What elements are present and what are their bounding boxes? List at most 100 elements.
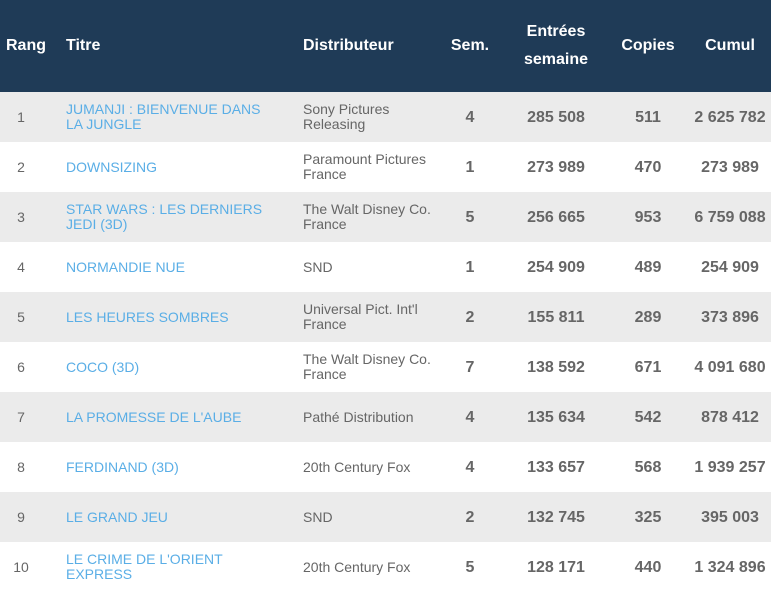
cell-rang: 4 [17, 258, 25, 275]
table-row: 4 NORMANDIE NUE SND 1 254 909 489 254 909 [0, 242, 771, 292]
distributor-line1: SND [303, 258, 333, 275]
cell-entrees: 132 745 [527, 508, 585, 526]
cell-copies: 489 [634, 258, 662, 276]
table-row: 10 LE CRIME DE L'ORIENT EXPRESS 20th Centur… [0, 542, 771, 592]
table-row: 2 DOWNSIZING Paramount Pictures France 1 273 … [0, 142, 771, 192]
cell-distributeur: The Walt Disney Co. France [283, 192, 435, 242]
header-cumul: Cumul [705, 37, 755, 54]
cell-rang: 5 [17, 308, 25, 325]
movie-title-link[interactable]: COCO (3D) [66, 359, 139, 375]
cell-entrees: 138 592 [527, 358, 585, 376]
movie-title-line1: STAR WARS : LES DERNIERS [66, 201, 263, 217]
cell-cumul: 6 759 088 [694, 208, 766, 226]
cell-rang: 1 [17, 108, 25, 125]
cell-copies: 470 [634, 158, 662, 176]
table-row: 1 JUMANJI : BIENVENUE DANS LA JUNGLE Sony P… [0, 92, 771, 142]
cell-distributeur: Universal Pict. Int'l France [283, 292, 435, 342]
table-row: 3 STAR WARS : LES DERNIERS JEDI (3D) The Wa… [0, 192, 771, 242]
movie-title-link[interactable]: LA PROMESSE DE L'AUBE [66, 409, 241, 425]
header-entrees-line1: Entrées [526, 23, 586, 40]
cell-titre: DOWNSIZING [60, 142, 283, 192]
cell-titre: LES HEURES SOMBRES [60, 292, 283, 342]
cell-cumul: 2 625 782 [694, 108, 766, 126]
distributor-line2: France [303, 316, 347, 332]
movie-title-line2: LA JUNGLE [66, 116, 142, 132]
cell-distributeur: 20th Century Fox [283, 542, 435, 592]
cell-copies: 568 [634, 458, 662, 476]
cell-rang: 7 [17, 408, 25, 425]
header-entrees: Entrées semaine [505, 0, 607, 92]
cell-entrees: 254 909 [527, 258, 585, 276]
header-rang: Rang [6, 37, 46, 54]
distributor-line1: The Walt Disney Co. [303, 351, 431, 367]
cell-titre: LA PROMESSE DE L'AUBE [60, 392, 283, 442]
distributor-line1: Sony Pictures [303, 101, 390, 117]
cell-entrees: 135 634 [527, 408, 585, 426]
cell-titre: LE CRIME DE L'ORIENT EXPRESS [60, 542, 283, 592]
movie-title-line1: LES HEURES SOMBRES [66, 308, 229, 325]
cell-sem: 5 [465, 208, 475, 226]
cell-titre: STAR WARS : LES DERNIERS JEDI (3D) [60, 192, 283, 242]
cell-sem: 4 [465, 108, 475, 126]
cell-titre: JUMANJI : BIENVENUE DANS LA JUNGLE [60, 92, 283, 142]
cell-distributeur: Pathé Distribution [283, 392, 435, 442]
distributor-line1: 20th Century Fox [303, 458, 411, 475]
header-titre: Titre [66, 37, 101, 54]
movie-title-link[interactable]: LE GRAND JEU [66, 509, 168, 525]
movie-title-line1: JUMANJI : BIENVENUE DANS [66, 101, 261, 117]
cell-cumul: 395 003 [701, 508, 759, 526]
movie-title-line2: JEDI (3D) [66, 216, 128, 232]
cell-copies: 511 [635, 108, 661, 126]
distributor-line1: Pathé Distribution [303, 408, 414, 425]
movie-title-line1: LA PROMESSE DE L'AUBE [66, 408, 242, 425]
cell-distributeur: Paramount Pictures France [283, 142, 435, 192]
cell-distributeur: The Walt Disney Co. France [283, 342, 435, 392]
cell-copies: 289 [634, 308, 662, 326]
movie-title-link[interactable]: LE CRIME DE L'ORIENT EXPRESS [66, 551, 223, 582]
header-copies: Copies [621, 37, 675, 54]
cell-cumul: 4 091 680 [694, 358, 766, 376]
cell-copies: 953 [634, 208, 662, 226]
movie-title-line1: COCO (3D) [66, 358, 140, 375]
cell-copies: 325 [634, 508, 662, 526]
header-entrees-line2: semaine [523, 51, 589, 68]
cell-titre: NORMANDIE NUE [60, 242, 283, 292]
cell-distributeur: 20th Century Fox [283, 442, 435, 492]
table-row: 7 LA PROMESSE DE L'AUBE Pathé Distribution… [0, 392, 771, 442]
distributor-line1: SND [303, 508, 333, 525]
cell-sem: 2 [465, 508, 475, 526]
cell-cumul: 373 896 [701, 308, 759, 326]
cell-cumul: 273 989 [701, 158, 759, 176]
movie-title-link[interactable]: LES HEURES SOMBRES [66, 309, 229, 325]
distributor-line2: France [303, 166, 347, 182]
movie-title-link[interactable]: FERDINAND (3D) [66, 459, 179, 475]
movie-title-link[interactable]: STAR WARS : LES DERNIERS JEDI (3D) [66, 201, 262, 232]
movie-title-line2: EXPRESS [66, 566, 133, 582]
cell-sem: 1 [465, 258, 475, 276]
cell-entrees: 133 657 [527, 458, 585, 476]
distributor-line2: France [303, 366, 347, 382]
cell-entrees: 273 989 [527, 158, 585, 176]
distributor-line2: France [303, 216, 347, 232]
cell-sem: 7 [465, 358, 475, 376]
cell-copies: 542 [634, 408, 662, 426]
table-row: 8 FERDINAND (3D) 20th Century Fox 4 133 657 5… [0, 442, 771, 492]
movie-title-link[interactable]: DOWNSIZING [66, 159, 157, 175]
distributor-line1: Universal Pict. Int'l [303, 301, 418, 317]
movie-title-link[interactable]: JUMANJI : BIENVENUE DANS LA JUNGLE [66, 101, 260, 132]
cell-rang: 6 [17, 358, 25, 375]
movie-title-line1: LE CRIME DE L'ORIENT [66, 551, 223, 567]
cell-rang: 9 [17, 508, 25, 525]
cell-distributeur: SND [283, 242, 435, 292]
distributor-line2: Releasing [303, 116, 366, 132]
movie-title-link[interactable]: NORMANDIE NUE [66, 259, 185, 275]
cell-titre: FERDINAND (3D) [60, 442, 283, 492]
header-distributeur: Distributeur [303, 37, 394, 54]
cell-distributeur: SND [283, 492, 435, 542]
movie-title-line1: FERDINAND (3D) [66, 458, 179, 475]
cell-cumul: 878 412 [701, 408, 759, 426]
movie-title-line1: LE GRAND JEU [66, 508, 168, 525]
cell-cumul: 1 324 896 [694, 558, 766, 576]
cell-distributeur: Sony Pictures Releasing [283, 92, 435, 142]
